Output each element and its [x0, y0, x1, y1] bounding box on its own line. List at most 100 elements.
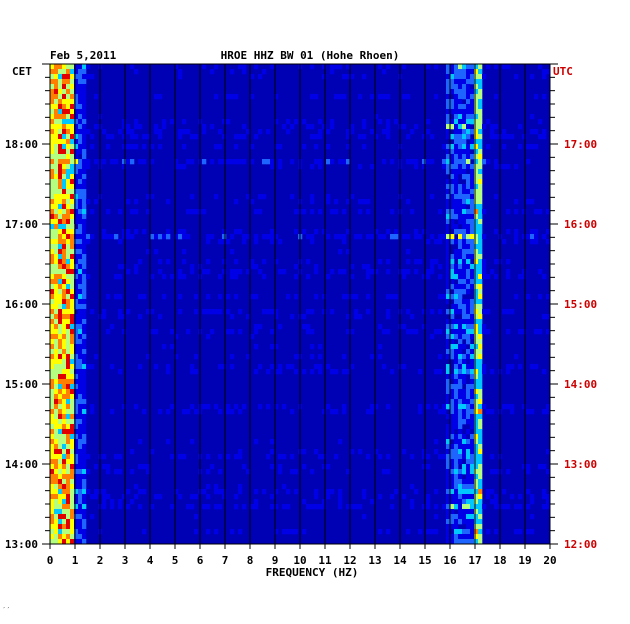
spectrogram-cell [458, 439, 463, 445]
spectrogram-cell [78, 424, 83, 430]
spectrogram-cell [462, 89, 467, 95]
spectrogram-cell [58, 399, 63, 405]
spectrogram-cell [118, 469, 123, 475]
spectrogram-cell [134, 269, 139, 275]
spectrogram-cell [278, 159, 283, 165]
spectrogram-cell [234, 404, 239, 410]
spectrogram-cell [90, 234, 95, 240]
spectrogram-cell [210, 329, 215, 335]
spectrogram-cell [442, 164, 447, 170]
spectrogram-cell [450, 144, 455, 150]
spectrogram-cell [78, 339, 83, 345]
spectrogram-cell [82, 119, 87, 125]
spectrogram-cell [126, 159, 131, 165]
spectrogram-cell [454, 134, 459, 140]
spectrogram-cell [526, 409, 531, 415]
spectrogram-cell [474, 199, 479, 205]
spectrogram-cell [62, 94, 67, 100]
spectrogram-cell [310, 94, 315, 100]
spectrogram-cell [430, 309, 435, 315]
spectrogram-cell [138, 439, 143, 445]
spectrogram-cell [70, 359, 75, 365]
spectrogram-cell [290, 364, 295, 370]
spectrogram-cell [458, 354, 463, 360]
spectrogram-cell [378, 344, 383, 350]
spectrogram-cell [466, 134, 471, 140]
spectrogram-cell [50, 64, 55, 70]
spectrogram-cell [142, 159, 147, 165]
spectrogram-cell [110, 499, 115, 505]
x-tick-label: 13 [368, 554, 381, 567]
spectrogram-cell [62, 104, 67, 110]
spectrogram-cell [534, 364, 539, 370]
spectrogram-cell [458, 264, 463, 270]
spectrogram-cell [458, 134, 463, 140]
spectrogram-cell [254, 499, 259, 505]
spectrogram-cell [218, 489, 223, 495]
spectrogram-cell [514, 234, 519, 240]
spectrogram-cell [238, 64, 243, 70]
spectrogram-cell [466, 369, 471, 375]
spectrogram-cell [474, 124, 479, 130]
spectrogram-cell [70, 199, 75, 205]
spectrogram-cell [458, 144, 463, 150]
spectrogram-cell [66, 509, 71, 515]
spectrogram-cell [470, 129, 475, 135]
spectrogram-cell [450, 509, 455, 515]
spectrogram-cell [230, 69, 235, 75]
spectrogram-cell [66, 319, 71, 325]
spectrogram-cell [306, 309, 311, 315]
spectrogram-cell [234, 494, 239, 500]
spectrogram-cell [546, 314, 551, 320]
spectrogram-cell [110, 504, 115, 510]
spectrogram-cell [330, 119, 335, 125]
spectrogram-cell [478, 359, 483, 365]
spectrogram-cell [446, 389, 451, 395]
spectrogram-cell [454, 329, 459, 335]
spectrogram-cell [50, 424, 55, 430]
spectrogram-cell [422, 309, 427, 315]
spectrogram-cell [450, 344, 455, 350]
spectrogram-cell [58, 274, 63, 280]
spectrogram-cell [62, 249, 67, 255]
spectrogram-cell [410, 499, 415, 505]
spectrogram-cell [354, 309, 359, 315]
spectrogram-cell [354, 294, 359, 300]
spectrogram-cell [322, 74, 327, 80]
spectrogram-cell [466, 84, 471, 90]
spectrogram-cell [66, 294, 71, 300]
spectrogram-cell [474, 524, 479, 530]
spectrogram-cell [74, 399, 79, 405]
spectrogram-cell [62, 474, 67, 480]
spectrogram-cell [134, 484, 139, 490]
spectrogram-cell [346, 369, 351, 375]
spectrogram-cell [470, 424, 475, 430]
spectrogram-cell [474, 99, 479, 105]
spectrogram-cell [474, 494, 479, 500]
spectrogram-cell [122, 404, 127, 410]
spectrogram-cell [82, 139, 87, 145]
spectrogram-cell [70, 509, 75, 515]
spectrogram-cell [458, 74, 463, 80]
spectrogram-cell [466, 154, 471, 160]
spectrogram-cell [454, 394, 459, 400]
spectrogram-cell [474, 209, 479, 215]
spectrogram-cell [406, 309, 411, 315]
spectrogram-cell [82, 494, 87, 500]
spectrogram-cell [466, 504, 471, 510]
spectrogram-cell [454, 419, 459, 425]
spectrogram-cell [66, 274, 71, 280]
spectrogram-cell [70, 309, 75, 315]
spectrogram-cell [514, 74, 519, 80]
spectrogram-cell [58, 499, 63, 505]
spectrogram-cell [70, 519, 75, 525]
spectrogram-cell [66, 419, 71, 425]
spectrogram-cell [62, 349, 67, 355]
spectrogram-cell [62, 344, 67, 350]
spectrogram-cell [530, 499, 535, 505]
spectrogram-cell [94, 159, 99, 165]
spectrogram-cell [486, 144, 491, 150]
spectrogram-cell [162, 124, 167, 130]
spectrogram-cell [462, 399, 467, 405]
